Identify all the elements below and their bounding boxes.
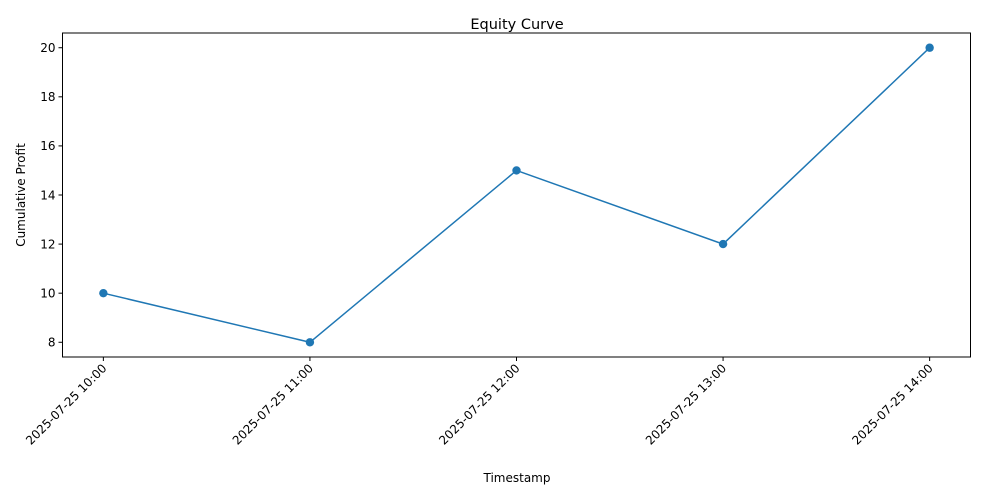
- data-point: [512, 166, 521, 175]
- y-tick-label: 14: [40, 188, 55, 202]
- chart-title: Equity Curve: [470, 17, 563, 33]
- y-tick-label: 8: [48, 336, 56, 350]
- y-tick-label: 12: [40, 237, 55, 251]
- data-point: [925, 43, 934, 52]
- y-tick-label: 10: [40, 286, 55, 300]
- x-tick-label: 2025-07-25 12:00: [436, 361, 522, 447]
- x-tick-label: 2025-07-25 13:00: [643, 361, 729, 447]
- x-tick-label: 2025-07-25 10:00: [23, 361, 109, 447]
- data-point: [718, 239, 728, 249]
- y-tick-label: 16: [40, 139, 55, 153]
- data-point: [99, 288, 108, 298]
- data-point: [305, 338, 315, 347]
- plot-frame: [62, 32, 971, 358]
- y-tick-label: 18: [40, 90, 55, 104]
- y-tick-label: 20: [40, 41, 55, 55]
- series-layer: [99, 43, 934, 347]
- y-axis: 8 10 12 14 16 18 20: [40, 41, 63, 350]
- x-tick-label: 2025-07-25 11:00: [230, 361, 316, 447]
- x-tick-label: 2025-07-25 14:00: [849, 361, 935, 447]
- y-axis-label: Cumulative Profit: [14, 143, 28, 247]
- x-axis: 2025-07-25 10:00 2025-07-25 11:00 2025-07-…: [23, 357, 936, 448]
- x-axis-label: Timestamp: [483, 471, 551, 485]
- plot-area: [62, 32, 971, 358]
